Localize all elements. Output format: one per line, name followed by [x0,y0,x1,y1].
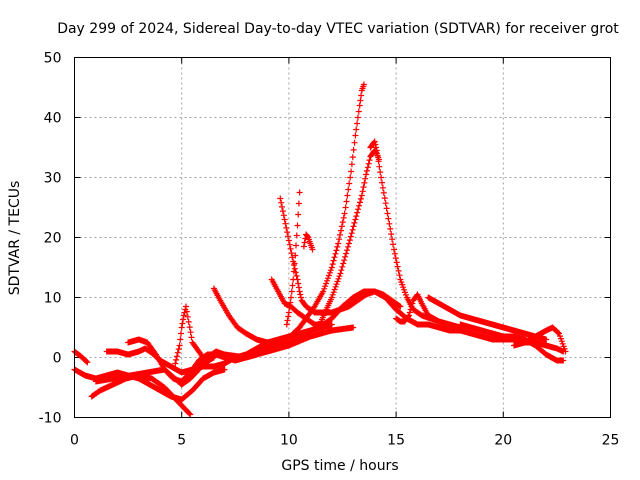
series-arc-09 [189,321,335,373]
x-tick-label: 15 [387,433,405,449]
x-tick-label: 5 [177,433,186,449]
series-arc-13 [300,231,316,253]
series-arc-15 [318,147,382,325]
series-markers [300,231,316,253]
y-tick-label: 30 [44,171,62,187]
series-arc-20 [511,324,569,355]
x-axis-label: GPS time / hours [281,458,398,474]
y-tick-label: 40 [44,111,62,127]
x-tick-labels: 0 5 10 15 20 25 [70,433,619,449]
x-tick-label: 20 [494,433,512,449]
data-series [71,81,569,418]
plot-frame [74,57,611,418]
series-markers [393,291,464,331]
series-arc-07 [172,303,207,367]
y-tick-labels: -10 0 10 20 30 40 50 [39,51,62,427]
x-tick-label: 10 [280,433,298,449]
x-tick-label: 0 [70,433,79,449]
series-markers [511,324,569,355]
y-axis-label: SDTVAR / TECUs [7,181,23,296]
series-markers [283,189,303,328]
series-markers [318,147,382,325]
series-markers [290,81,367,337]
series-arc-11 [277,195,404,316]
series-arc-14 [290,81,367,337]
y-tick-label: 20 [44,231,62,247]
x-tick-label: 25 [602,433,620,449]
y-tick-label: -10 [39,411,62,427]
series-markers [172,303,207,367]
y-tick-label: 0 [53,351,62,367]
chart-title: Day 299 of 2024, Sidereal Day-to-day VTE… [57,21,619,37]
y-tick-label: 10 [44,291,62,307]
grid [74,57,611,418]
y-tick-label: 50 [44,51,62,67]
series-arc-12 [283,189,303,328]
series-markers [189,321,335,373]
series-arc-17 [393,291,464,331]
series-markers [277,195,404,316]
